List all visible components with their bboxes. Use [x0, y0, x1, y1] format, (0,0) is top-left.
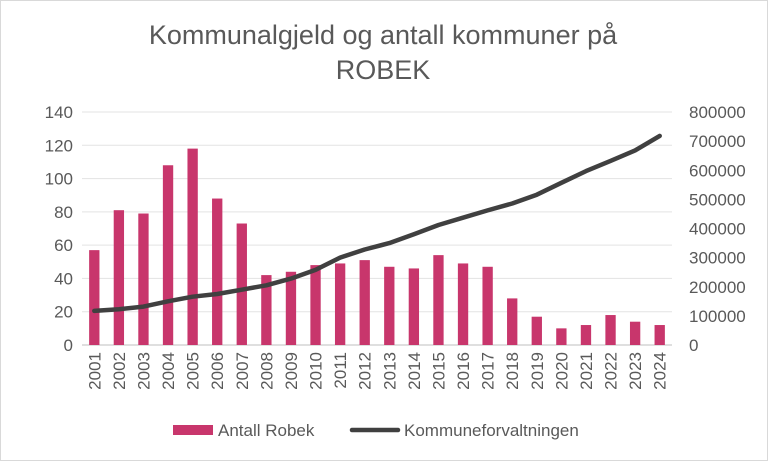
- bar: [359, 260, 370, 345]
- line-series: [92, 133, 662, 314]
- bar: [212, 198, 223, 345]
- bar: [556, 328, 567, 345]
- x-tick-label: 2001: [85, 352, 104, 390]
- y-left-tick-label: 140: [45, 103, 73, 122]
- y-right-tick-label: 800000: [689, 103, 746, 122]
- bar: [531, 316, 542, 345]
- bar: [310, 265, 321, 345]
- x-tick-label: 2019: [528, 352, 547, 390]
- bar: [605, 315, 616, 345]
- x-axis: 2001 2002 2003 2004 2005 2006 2007 2008 2009 2010…: [85, 352, 669, 390]
- x-tick-label: 2024: [651, 352, 670, 390]
- x-tick-label: 2010: [307, 352, 326, 390]
- y-right-tick-label: 200000: [689, 278, 746, 297]
- y-left-tick-label: 80: [54, 203, 73, 222]
- x-tick-label: 2017: [479, 352, 498, 390]
- y-right-tick-label: 500000: [689, 190, 746, 209]
- bar: [507, 298, 518, 345]
- y-right-tick-label: 700000: [689, 132, 746, 151]
- y-left-tick-label: 120: [45, 136, 73, 155]
- bar: [236, 223, 247, 345]
- x-tick-label: 2022: [602, 352, 621, 390]
- x-tick-label: 2020: [552, 352, 571, 390]
- bar: [334, 263, 346, 345]
- bar: [89, 250, 100, 345]
- bar: [187, 148, 198, 345]
- bar: [408, 268, 420, 345]
- bar-series: [89, 148, 665, 345]
- x-tick-label: 2016: [454, 352, 473, 390]
- x-tick-label: 2014: [405, 352, 424, 390]
- y-right-tick-label: 600000: [689, 161, 746, 180]
- bar: [384, 266, 395, 345]
- x-tick-label: 2015: [430, 352, 449, 390]
- y-right-tick-label: 400000: [689, 220, 746, 239]
- bar: [629, 321, 641, 345]
- x-tick-label: 2007: [233, 352, 252, 390]
- y-left-tick-label: 40: [54, 269, 73, 288]
- legend: Antall Robek Kommuneforvaltningen: [173, 421, 579, 440]
- chart-title: Kommunalgjeld og antall kommuner på ROBE…: [0, 18, 766, 88]
- y-left-tick-label: 20: [54, 303, 73, 322]
- bar: [482, 266, 493, 345]
- x-tick-label: 2011: [331, 352, 350, 389]
- bar: [580, 325, 592, 345]
- x-tick-label: 2012: [356, 352, 375, 390]
- bar: [433, 255, 444, 345]
- x-tick-label: 2006: [208, 352, 227, 390]
- bar: [457, 263, 469, 345]
- x-tick-label: 2004: [159, 352, 178, 390]
- bar: [261, 275, 272, 345]
- bar: [285, 271, 297, 345]
- x-tick-label: 2009: [282, 352, 301, 390]
- y-axis-right: 0 100000 200000 300000 400000 500000 600000 700…: [689, 103, 746, 355]
- bar: [138, 213, 149, 345]
- legend-swatch-antall-robek: [173, 425, 213, 435]
- legend-label-kommuneforvaltningen: Kommuneforvaltningen: [404, 421, 579, 440]
- bar: [162, 165, 174, 345]
- chart-title-line-1: Kommunalgjeld og antall kommuner på: [148, 20, 618, 50]
- x-tick-label: 2018: [503, 352, 522, 390]
- chart-title-line-2: ROBEK: [335, 55, 431, 85]
- y-right-tick-label: 300000: [689, 249, 746, 268]
- bar: [113, 210, 125, 345]
- y-left-tick-label: 60: [54, 236, 73, 255]
- x-tick-label: 2005: [184, 352, 203, 390]
- bar: [654, 325, 665, 345]
- x-tick-label: 2023: [626, 352, 645, 390]
- y-axis-left: 0 20 40 60 80 100 120 140: [45, 103, 73, 355]
- x-tick-label: 2003: [135, 352, 154, 390]
- y-left-tick-label: 0: [64, 336, 73, 355]
- legend-label-antall-robek: Antall Robek: [218, 421, 315, 440]
- line-series-path: [92, 133, 662, 314]
- y-right-tick-label: 0: [689, 336, 698, 355]
- x-tick-label: 2008: [257, 352, 276, 390]
- x-tick-label: 2002: [110, 352, 129, 390]
- y-right-tick-label: 100000: [689, 307, 746, 326]
- x-tick-label: 2021: [577, 352, 596, 390]
- y-left-tick-label: 100: [45, 170, 73, 189]
- x-tick-label: 2013: [380, 352, 399, 390]
